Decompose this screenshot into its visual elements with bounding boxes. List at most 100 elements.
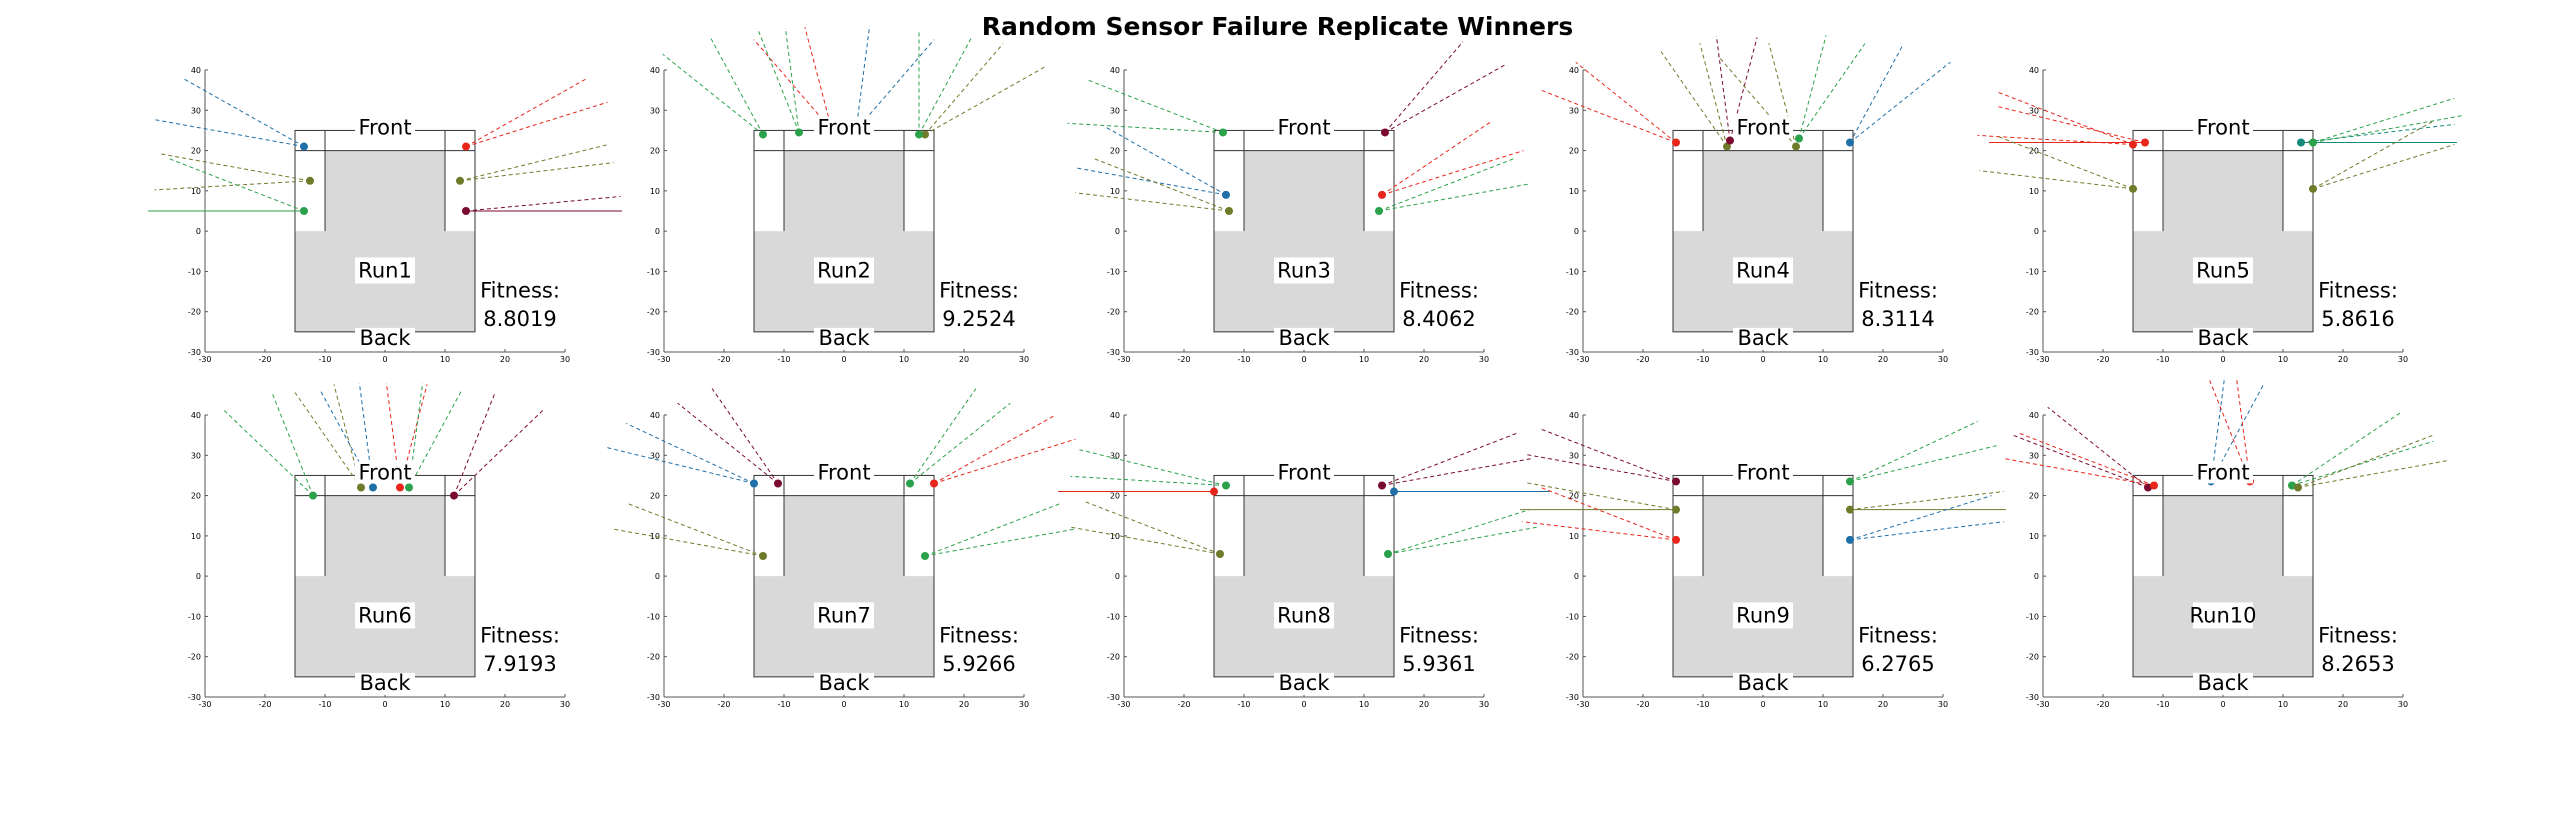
sensor-ray: [1387, 509, 1530, 555]
x-tick-label: -30: [1117, 355, 1130, 364]
x-tick-label: -20: [1177, 700, 1190, 709]
x-tick-label: 30: [1019, 700, 1029, 709]
run-title: Run2: [817, 258, 871, 282]
subplot-run1: -30 -20 -10 0 10 20 30 40 30 20 10 0 -10 -20 -30 Front B…: [148, 66, 622, 364]
y-tick-label: -30: [647, 348, 660, 357]
sensor-point: [1726, 136, 1734, 145]
sensor-ray: [319, 388, 374, 488]
sensor-ray: [459, 162, 614, 182]
y-tick-label: 30: [650, 106, 660, 115]
sensor-ray: [1381, 120, 1493, 196]
y-tick-label: 30: [2029, 451, 2039, 460]
x-tick-label: 10: [1359, 700, 1369, 709]
y-tick-label: 40: [1569, 66, 1579, 75]
x-tick-label: -30: [2036, 700, 2049, 709]
fitness-label: Fitness:: [939, 624, 1019, 648]
run-title: Run1: [358, 258, 412, 282]
y-tick-label: 0: [655, 227, 660, 236]
sensor-ray: [465, 78, 586, 147]
back-label-bg: [355, 327, 415, 350]
back-label-bg: [814, 327, 874, 350]
x-tick-label: -30: [198, 700, 211, 709]
fitness-label: Fitness:: [480, 279, 560, 303]
sensor-ray: [1849, 495, 1992, 541]
sensor-point: [357, 483, 365, 492]
x-tick-label: -10: [318, 355, 331, 364]
x-tick-label: 10: [2278, 355, 2288, 364]
y-tick-label: 0: [1574, 227, 1579, 236]
y-tick-label: 20: [1110, 492, 1120, 501]
sensor-point: [1846, 505, 1854, 514]
back-label: Back: [2198, 326, 2250, 350]
y-tick-label: 10: [191, 532, 201, 541]
x-tick-label: -30: [2036, 355, 2049, 364]
x-tick-label: -30: [1117, 700, 1130, 709]
sensor-ray: [408, 388, 463, 488]
sensor-ray: [1075, 192, 1230, 212]
y-tick-label: -30: [188, 348, 201, 357]
fitness-value: 8.2653: [2321, 652, 2394, 676]
x-tick-label: 30: [1479, 355, 1489, 364]
front-label-bg: [355, 461, 415, 484]
sensor-ray: [1075, 167, 1227, 196]
sensor-ray: [453, 394, 495, 496]
sensor-ray: [607, 447, 755, 484]
sensor-ray: [1070, 475, 1227, 486]
run-title: Run9: [1736, 603, 1790, 627]
sensor-ray: [459, 144, 607, 182]
sensor-point: [1792, 142, 1800, 151]
back-label-bg: [1733, 672, 1793, 695]
y-tick-label: -20: [2026, 653, 2039, 662]
sensor-ray: [662, 53, 764, 135]
y-tick-label: 10: [1110, 532, 1120, 541]
x-tick-label: 0: [1760, 700, 1765, 709]
sensor-ray: [1849, 521, 2004, 541]
y-tick-label: 30: [191, 451, 201, 460]
x-tick-label: -20: [1636, 700, 1649, 709]
run-label-bg: [814, 257, 874, 284]
sensor-point: [774, 479, 782, 488]
sensor-ray: [677, 402, 779, 484]
x-tick-label: 20: [2338, 355, 2348, 364]
cabin-block: [325, 495, 445, 577]
sensor-point: [1723, 142, 1731, 151]
y-tick-label: -20: [1107, 653, 1120, 662]
fitness-value: 5.9361: [1402, 652, 1475, 676]
y-tick-label: 20: [191, 492, 201, 501]
sensor-ray: [154, 180, 311, 191]
x-tick-label: -10: [777, 700, 790, 709]
sensor-point: [2144, 483, 2152, 492]
cabin-block: [2163, 150, 2283, 232]
subplot-run5: -30 -20 -10 0 10 20 30 40 30 20 10 0 -10 -20 -30 Front B…: [1977, 66, 2464, 364]
front-label-bg: [814, 461, 874, 484]
y-tick-label: 30: [1110, 451, 1120, 460]
sensor-point: [1216, 549, 1224, 558]
sensor-point: [456, 176, 464, 185]
sensor-ray: [453, 409, 544, 496]
x-tick-label: -20: [2096, 355, 2109, 364]
sensor-point: [1672, 505, 1680, 514]
y-tick-label: -10: [647, 267, 660, 276]
back-label-bg: [1274, 672, 1334, 695]
back-label: Back: [360, 671, 412, 695]
sensor-ray: [1084, 501, 1221, 555]
run-label-bg: [2193, 257, 2253, 284]
x-tick-label: -10: [1237, 355, 1250, 364]
y-tick-label: 30: [2029, 106, 2039, 115]
sensor-point: [1381, 128, 1389, 137]
y-tick-label: 40: [1110, 66, 1120, 75]
sensor-ray: [2297, 459, 2449, 489]
sensor-ray: [2210, 382, 2265, 482]
x-tick-label: 30: [1479, 700, 1489, 709]
subplot-run10: -30 -20 -10 0 10 20 30 40 30 20 10 0 -10 -20 -30 Front B…: [2003, 377, 2449, 709]
sensor-ray: [1087, 79, 1224, 133]
sensor-ray: [168, 158, 305, 212]
x-tick-label: 10: [899, 700, 909, 709]
sensor-point: [1795, 134, 1803, 143]
subplot-run2: -30 -20 -10 0 10 20 30 40 30 20 10 0 -10 -20 -30 Front B…: [647, 26, 1045, 364]
sensor-point: [396, 483, 404, 492]
subplot-run8: -30 -20 -10 0 10 20 30 40 30 20 10 0 -10 -20 -30 Front B…: [1058, 411, 1550, 709]
run-title: Run10: [2190, 603, 2257, 627]
y-tick-label: 10: [1569, 532, 1579, 541]
y-tick-label: 0: [1574, 572, 1579, 581]
